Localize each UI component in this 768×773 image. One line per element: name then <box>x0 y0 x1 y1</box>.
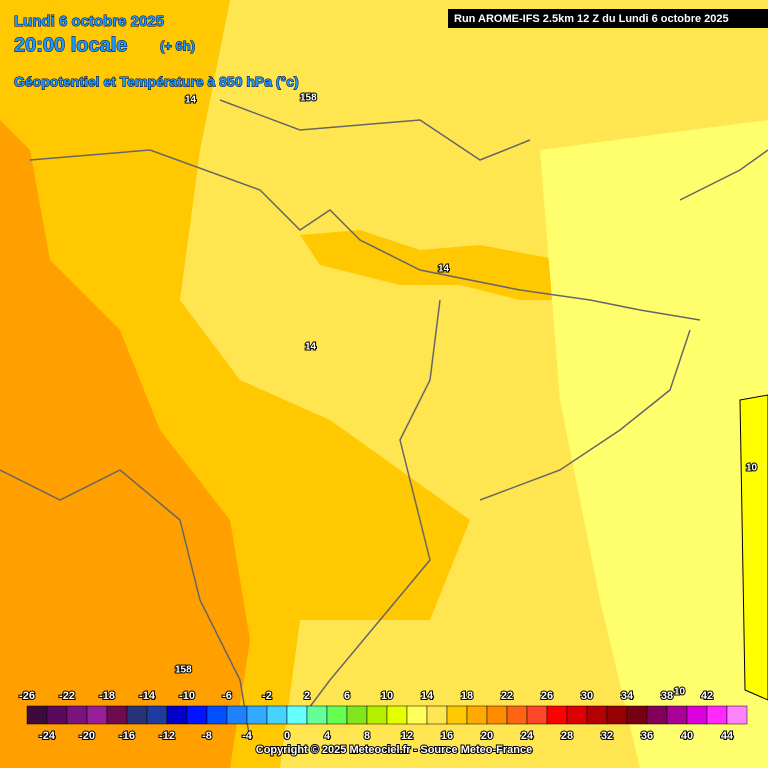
legend-label: 26 <box>541 690 553 702</box>
hot-region <box>0 120 250 768</box>
legend-swatch <box>86 705 108 725</box>
border <box>479 149 768 501</box>
legend-swatch <box>706 705 728 725</box>
legend-label: 16 <box>441 730 453 742</box>
legend-swatch <box>686 705 708 725</box>
legend-swatch <box>726 705 748 725</box>
legend-label: -20 <box>79 730 95 742</box>
legend-label: 38 <box>661 690 673 702</box>
legend-swatch <box>206 705 228 725</box>
legend-swatch <box>46 705 68 725</box>
legend-label: 28 <box>561 730 573 742</box>
legend-label: -16 <box>119 730 135 742</box>
legend-label: -2 <box>262 690 272 702</box>
legend-swatch <box>386 705 408 725</box>
run-box <box>448 9 768 28</box>
legend-swatch <box>286 705 308 725</box>
legend-swatch <box>186 705 208 725</box>
legend-label: -8 <box>202 730 212 742</box>
legend-swatch <box>326 705 348 725</box>
legend-swatch <box>166 705 188 725</box>
legend-swatch <box>66 705 88 725</box>
legend-swatch <box>366 705 388 725</box>
legend-label: -10 <box>179 690 195 702</box>
legend-label: -6 <box>222 690 232 702</box>
legend-label: 34 <box>621 690 634 702</box>
cool-region <box>540 120 768 768</box>
legend-label: -26 <box>19 690 35 702</box>
legend-label: -22 <box>59 690 75 702</box>
legend-swatch <box>546 705 568 725</box>
contour-label: 14 <box>185 95 197 106</box>
legend-label: 0 <box>284 730 290 742</box>
legend-swatch <box>266 705 288 725</box>
legend-swatch <box>346 705 368 725</box>
legend-label: -12 <box>159 730 175 742</box>
legend-swatch <box>586 705 608 725</box>
legend-swatch <box>306 705 328 725</box>
legend-swatch <box>246 705 268 725</box>
subtitle: Géopotentiel et Température à 850 hPa (°… <box>14 74 299 90</box>
time: 20:00 locale <box>14 34 127 56</box>
legend-swatch <box>566 705 588 725</box>
legend-label: 32 <box>601 730 613 742</box>
legend-label: 18 <box>461 690 473 702</box>
legend-label: 20 <box>481 730 493 742</box>
legend-label: 6 <box>344 690 350 702</box>
legend-label: -24 <box>39 730 56 742</box>
legend-label: 22 <box>501 690 513 702</box>
coast <box>739 394 768 701</box>
date: Lundi 6 octobre 2025 <box>14 13 164 30</box>
legend-swatch <box>406 705 428 725</box>
legend-label: 10 <box>381 690 393 702</box>
contour-label: 158 <box>175 665 192 676</box>
legend-swatch <box>226 705 248 725</box>
legend-swatch <box>646 705 668 725</box>
contour-label: 10 <box>746 463 758 474</box>
legend-swatch <box>146 705 168 725</box>
legend-swatch <box>426 705 448 725</box>
offset: (+ 6h) <box>160 38 195 53</box>
contour-label: 14 <box>438 264 450 275</box>
legend-swatch <box>126 705 148 725</box>
legend-label: -4 <box>242 730 253 742</box>
legend: -26-24-22-20-18-16-14-12-10-8-6-4-202468… <box>18 689 748 743</box>
border <box>299 299 441 721</box>
legend-swatch <box>666 705 688 725</box>
legend-label: 8 <box>364 730 370 742</box>
border <box>29 149 701 321</box>
legend-label: 44 <box>721 730 734 742</box>
legend-swatch <box>466 705 488 725</box>
legend-swatch <box>606 705 628 725</box>
run-info: Run AROME-IFS 2.5km 12 Z du Lundi 6 octo… <box>454 13 729 25</box>
border <box>219 99 531 161</box>
legend-label: 14 <box>421 690 434 702</box>
contour-label: 14 <box>305 342 317 353</box>
legend-label: 36 <box>641 730 653 742</box>
legend-swatch <box>26 705 48 725</box>
legend-label: 12 <box>401 730 413 742</box>
legend-label: 4 <box>324 730 331 742</box>
legend-swatch <box>106 705 128 725</box>
legend-label: 40 <box>681 730 693 742</box>
legend-label: 2 <box>304 690 310 702</box>
copyright: Copyright © 2025 Meteociel.fr - Source M… <box>256 744 532 756</box>
legend-swatch <box>526 705 548 725</box>
warm-band <box>300 230 580 300</box>
legend-swatch <box>446 705 468 725</box>
legend-swatch <box>486 705 508 725</box>
legend-swatch <box>626 705 648 725</box>
contour-label: 10 <box>674 687 686 698</box>
legend-swatch <box>506 705 528 725</box>
legend-label: -14 <box>139 690 156 702</box>
legend-label: 30 <box>581 690 593 702</box>
legend-label: -18 <box>99 690 115 702</box>
legend-label: 24 <box>521 730 534 742</box>
border <box>0 469 251 741</box>
legend-label: 42 <box>701 690 713 702</box>
contour-label: 158 <box>300 93 317 104</box>
